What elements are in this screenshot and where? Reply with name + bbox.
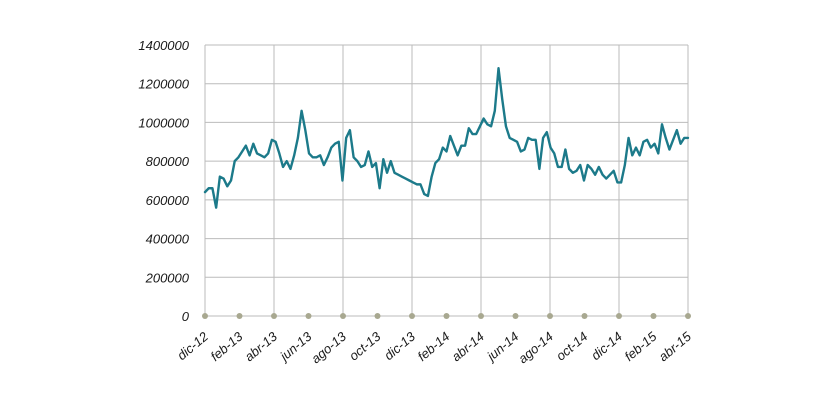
y-tick-label: 800000 <box>146 154 190 169</box>
y-tick-label: 400000 <box>146 232 190 247</box>
x-tick-label: jun-13 <box>276 328 315 364</box>
x-tick-label: abr-15 <box>656 328 695 364</box>
y-tick-label: 1000000 <box>138 115 189 130</box>
x-tick-label: abr-13 <box>242 328 281 364</box>
x-tick-marker <box>616 313 622 319</box>
x-tick-label: dic-12 <box>174 328 211 363</box>
x-tick-marker <box>305 313 312 319</box>
y-axis-ticks: 0 200000 400000 600000 800000 1000000 1200000 1… <box>138 38 189 324</box>
y-tick-label: 1400000 <box>138 38 189 53</box>
x-axis-ticks: dic-12feb-13abr-13jun-13ago-13oct-13dic-… <box>174 313 695 367</box>
x-tick-marker <box>581 313 588 319</box>
x-tick-marker <box>340 313 346 319</box>
x-tick-label: abr-14 <box>449 329 487 364</box>
series-line <box>203 67 690 209</box>
x-tick-label: feb-13 <box>208 328 246 364</box>
y-tick-label: 1200000 <box>138 77 189 92</box>
x-tick-marker <box>512 313 519 319</box>
x-tick-marker <box>236 313 243 319</box>
x-tick-label: ago-13 <box>308 328 349 366</box>
x-tick-label: feb-14 <box>415 329 453 364</box>
x-tick-label: dic-14 <box>588 329 625 363</box>
series-layer <box>203 67 690 209</box>
y-tick-label: 0 <box>182 309 190 324</box>
x-tick-marker <box>374 313 381 319</box>
x-tick-marker <box>443 313 450 319</box>
x-tick-label: oct-13 <box>346 328 384 363</box>
x-tick-marker <box>271 313 277 319</box>
x-tick-marker <box>685 313 691 319</box>
x-tick-marker <box>409 313 415 319</box>
x-tick-label: feb-15 <box>622 328 660 364</box>
x-tick-marker <box>202 313 208 319</box>
grid <box>204 44 689 316</box>
x-tick-label: ago-14 <box>515 329 556 367</box>
x-tick-marker <box>478 313 484 319</box>
y-tick-label: 200000 <box>145 270 190 285</box>
x-tick-marker <box>547 313 553 319</box>
x-tick-label: oct-14 <box>553 329 590 364</box>
x-tick-label: dic-13 <box>381 328 418 363</box>
x-tick-label: jun-14 <box>483 329 522 365</box>
x-tick-marker <box>650 313 657 319</box>
y-tick-label: 600000 <box>146 193 190 208</box>
